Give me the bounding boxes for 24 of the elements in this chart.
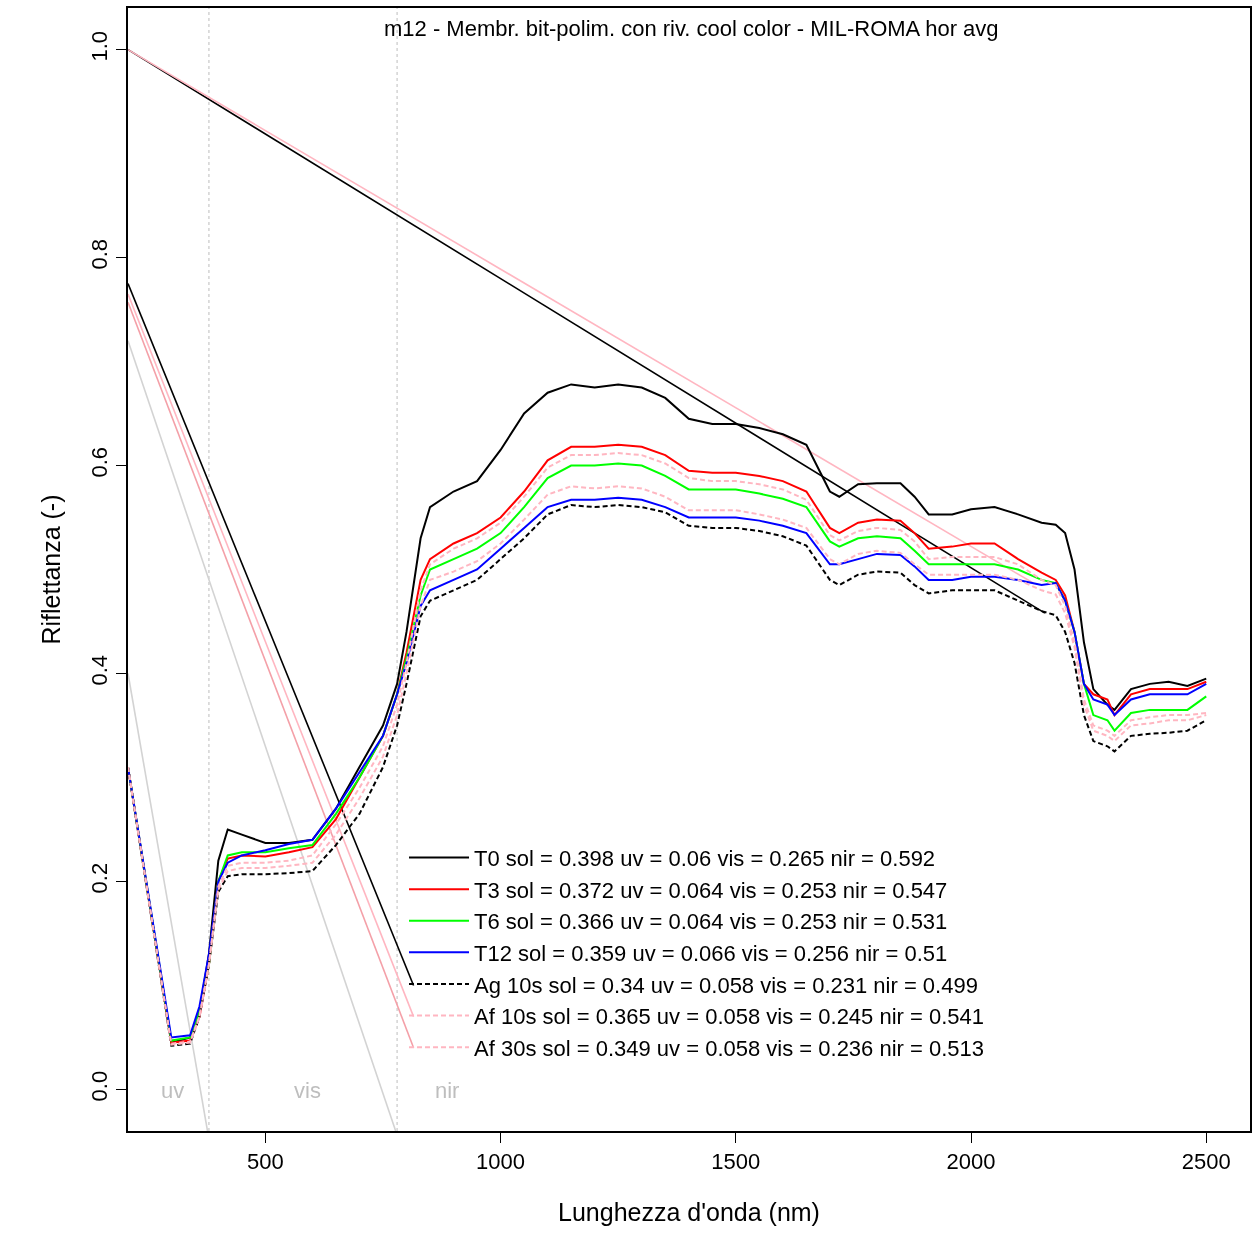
legend-label: T12 sol = 0.359 uv = 0.066 vis = 0.256 nir = 0.51	[474, 940, 948, 966]
legend-label: T3 sol = 0.372 uv = 0.064 vis = 0.253 nir = 0.547	[474, 877, 948, 903]
y-tick-label: 0.2	[87, 862, 113, 894]
annotation: nir	[435, 1078, 460, 1103]
y-tick-label: 0.6	[87, 446, 113, 478]
legend-label: Af 30s sol = 0.349 uv = 0.058 vis = 0.236 nir = 0.513	[474, 1035, 985, 1061]
y-tick-label: 0.0	[87, 1070, 113, 1102]
annotation: vis	[294, 1078, 321, 1103]
x-tick-label: 1000	[476, 1149, 526, 1175]
legend-label: T6 sol = 0.366 uv = 0.064 vis = 0.253 nir = 0.531	[474, 909, 948, 935]
y-axis-title: Riflettanza (-)	[36, 494, 65, 645]
x-tick-label: 2500	[1181, 1149, 1231, 1175]
legend-label: T0 sol = 0.398 uv = 0.06 vis = 0.265 nir = 0.592	[474, 846, 936, 872]
legend-label: Af 10s sol = 0.365 uv = 0.058 vis = 0.245 nir = 0.541	[474, 1004, 985, 1030]
y-tick-label: 0.8	[87, 238, 113, 270]
x-axis-title: Lunghezza d'onda (nm)	[558, 1197, 820, 1226]
chart-title: m12 - Membr. bit-polim. con riv. cool color - MIL-ROMA hor avg	[384, 16, 999, 41]
x-tick-label: 500	[247, 1149, 284, 1175]
legend-label: Ag 10s sol = 0.34 uv = 0.058 vis = 0.231 nir = 0.499	[474, 972, 978, 998]
y-tick-label: 1.0	[87, 30, 113, 62]
x-tick-label: 2000	[946, 1149, 996, 1175]
x-tick-label: 1500	[711, 1149, 761, 1175]
y-tick-label: 0.4	[87, 654, 113, 686]
annotation: uv	[161, 1078, 185, 1103]
